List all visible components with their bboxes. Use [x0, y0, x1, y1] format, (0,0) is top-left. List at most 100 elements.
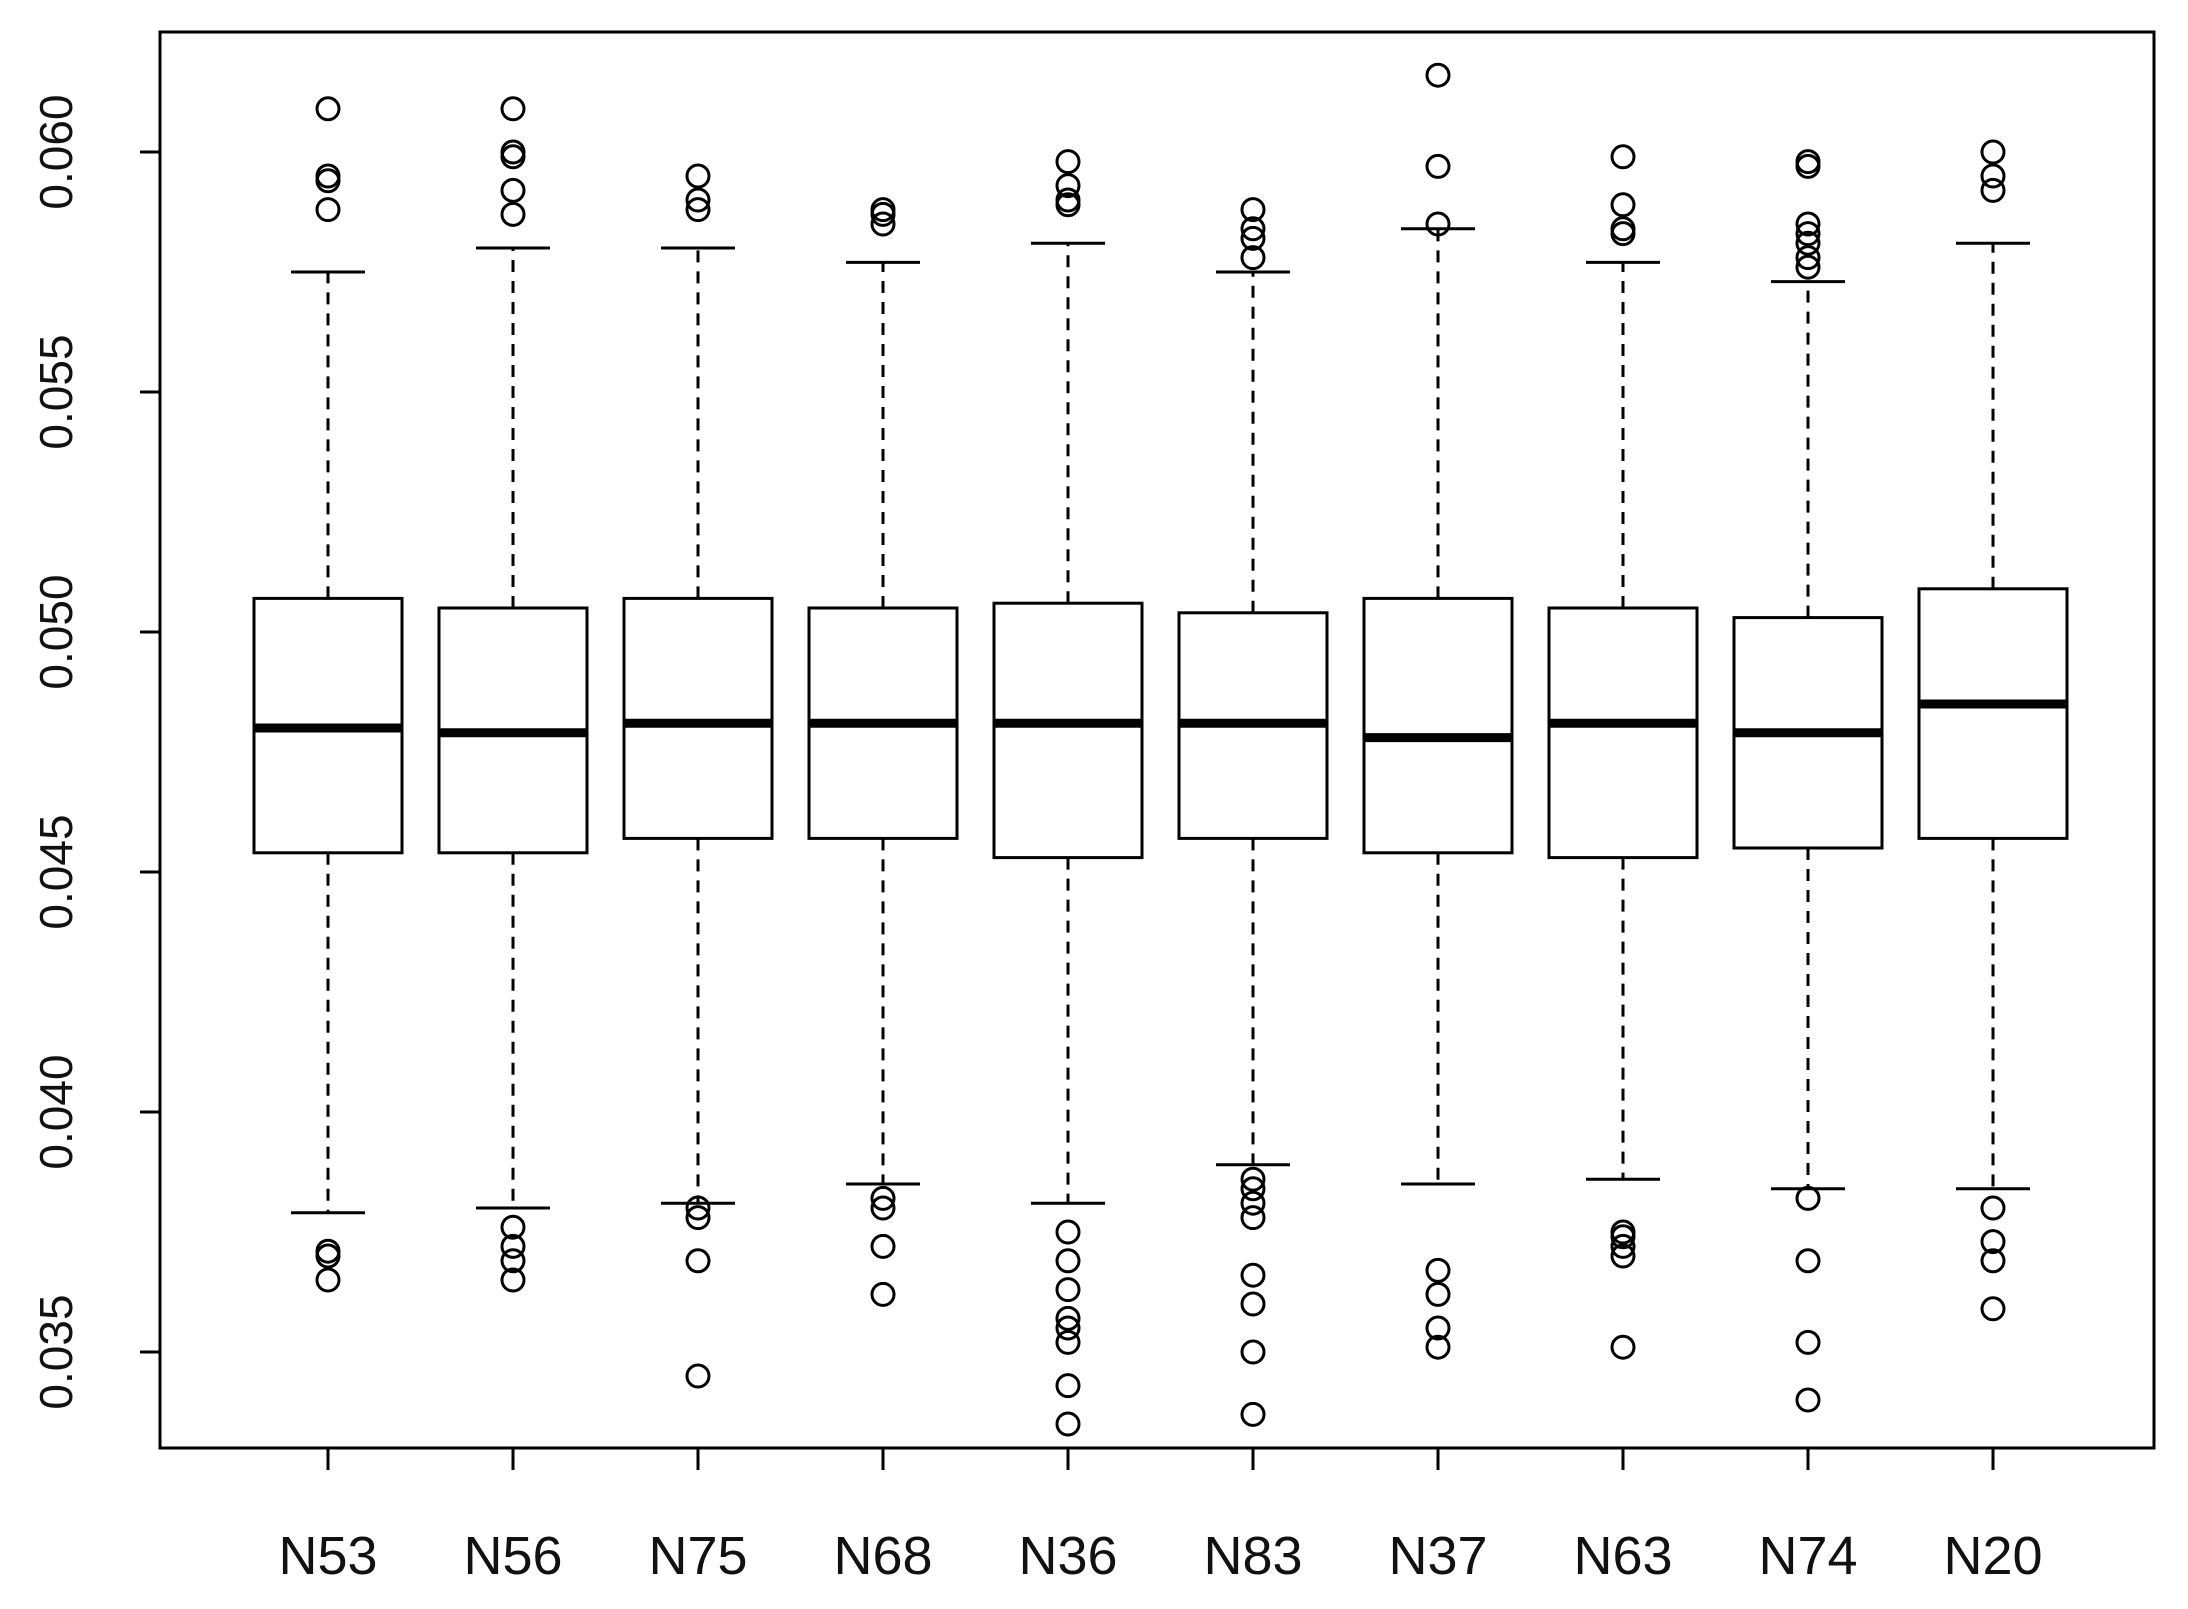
outlier-point	[1240, 1176, 1266, 1202]
outlier-point	[1795, 1248, 1821, 1274]
outlier-point	[685, 1248, 711, 1274]
outlier-point	[315, 1267, 341, 1293]
y-tick-label: 0.060	[30, 94, 82, 209]
outlier-point	[1610, 1334, 1636, 1360]
x-tick-label: N53	[278, 1526, 377, 1586]
outlier-point	[1240, 1190, 1266, 1216]
outlier-point	[1610, 216, 1636, 242]
outlier-point	[685, 1195, 711, 1221]
iqr-box	[1362, 596, 1514, 855]
outlier-point	[1240, 1401, 1266, 1427]
x-tick-label: N68	[833, 1526, 932, 1586]
outlier-point	[500, 1214, 526, 1240]
outlier-point	[870, 1233, 896, 1259]
outlier-point	[1980, 1195, 2006, 1221]
box-n63	[1547, 144, 1699, 1360]
y-tick-label: 0.055	[30, 334, 82, 449]
y-axis: 0.035 0.040 0.045 0.050 0.055 0.060	[30, 94, 160, 1410]
outlier-point	[870, 1185, 896, 1211]
outlier-point	[1055, 1315, 1081, 1341]
outlier-point	[685, 197, 711, 223]
outlier-point	[1795, 254, 1821, 280]
outlier-point	[870, 1195, 896, 1221]
outlier-point	[1980, 177, 2006, 203]
outlier-point	[1425, 1281, 1451, 1307]
outlier-point	[1055, 1329, 1081, 1355]
box-n74	[1732, 149, 1884, 1413]
outlier-point	[1055, 173, 1081, 199]
x-tick-label: N83	[1203, 1526, 1302, 1586]
outlier-point	[315, 163, 341, 189]
x-axis: N53 N56 N75 N68 N36 N83 N37 N63 N74 N20	[278, 1448, 2043, 1586]
outlier-point	[1425, 1315, 1451, 1341]
outlier-point	[1795, 230, 1821, 256]
boxes-group	[252, 62, 2069, 1437]
outlier-point	[870, 211, 896, 237]
outlier-point	[1055, 1248, 1081, 1274]
outlier-point	[500, 177, 526, 203]
outlier-point	[1425, 211, 1451, 237]
outlier-point	[1610, 192, 1636, 218]
outlier-point	[500, 1233, 526, 1259]
outlier-point	[1795, 1329, 1821, 1355]
box-n83	[1177, 197, 1329, 1427]
x-tick-label: N37	[1388, 1526, 1487, 1586]
outlier-point	[1055, 149, 1081, 175]
outlier-point	[1610, 144, 1636, 170]
outlier-point	[1610, 1219, 1636, 1245]
outlier-point	[315, 1238, 341, 1264]
box-n68	[807, 197, 959, 1307]
outlier-point	[1610, 1233, 1636, 1259]
outlier-point	[1240, 225, 1266, 251]
outlier-point	[685, 1205, 711, 1231]
outlier-point	[1240, 1339, 1266, 1365]
y-tick-label: 0.040	[30, 1054, 82, 1169]
outlier-point	[1980, 163, 2006, 189]
outlier-point	[1795, 1387, 1821, 1413]
outlier-point	[1240, 1166, 1266, 1192]
outlier-point	[685, 163, 711, 189]
x-tick-label: N63	[1573, 1526, 1672, 1586]
outlier-point	[1055, 1373, 1081, 1399]
outlier-point	[1055, 1219, 1081, 1245]
outlier-point	[1795, 1185, 1821, 1211]
outlier-point	[1795, 245, 1821, 271]
x-tick-label: N56	[463, 1526, 562, 1586]
outlier-point	[1795, 211, 1821, 237]
outlier-point	[1980, 139, 2006, 165]
outlier-point	[500, 96, 526, 122]
box-n37	[1362, 62, 1514, 1360]
outlier-point	[1240, 245, 1266, 271]
outlier-point	[1240, 216, 1266, 242]
outlier-point	[500, 139, 526, 165]
box-n75	[622, 163, 774, 1389]
outlier-point	[500, 1248, 526, 1274]
y-tick-label: 0.045	[30, 814, 82, 929]
outlier-point	[1240, 1291, 1266, 1317]
outlier-point	[315, 197, 341, 223]
outlier-point	[1425, 153, 1451, 179]
outlier-point	[1980, 1248, 2006, 1274]
box-n56	[437, 96, 589, 1293]
outlier-point	[500, 201, 526, 227]
outlier-point	[1055, 1411, 1081, 1437]
outlier-point	[1055, 1277, 1081, 1303]
outlier-point	[1055, 1305, 1081, 1331]
outlier-point	[1425, 1334, 1451, 1360]
outlier-point	[870, 197, 896, 223]
outlier-point	[1425, 62, 1451, 88]
outlier-point	[1240, 197, 1266, 223]
outlier-point	[1425, 1257, 1451, 1283]
y-tick-label: 0.050	[30, 574, 82, 689]
outlier-point	[1795, 149, 1821, 175]
outlier-point	[1240, 1262, 1266, 1288]
outlier-point	[685, 1363, 711, 1389]
iqr-box	[1917, 587, 2069, 840]
outlier-point	[1240, 1205, 1266, 1231]
outlier-point	[315, 96, 341, 122]
x-tick-label: N20	[1943, 1526, 2042, 1586]
x-tick-label: N75	[648, 1526, 747, 1586]
y-tick-label: 0.035	[30, 1294, 82, 1409]
outlier-point	[1055, 187, 1081, 213]
plot-frame	[158, 30, 2156, 1450]
